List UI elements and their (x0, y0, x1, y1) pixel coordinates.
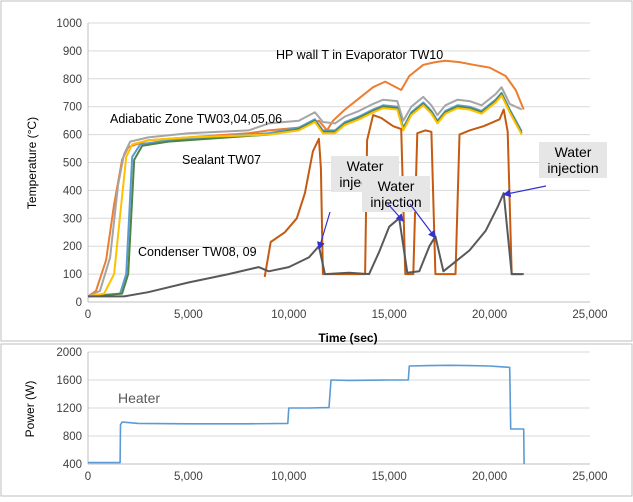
power-y-axis-label: Power (W) (23, 381, 37, 438)
water-injection-2-label: Water (378, 178, 415, 194)
temperature-x-axis-label: Time (sec) (318, 331, 377, 345)
top-y-tick-label: 800 (63, 74, 82, 86)
bot-y-tick-label: 800 (63, 431, 82, 443)
power-chart: 400 800 1200 1600 2000 0 5,000 10,000 15,000 20,… (23, 347, 608, 483)
top-x-tick-label: 5,000 (174, 309, 203, 321)
top-x-tick-label: 0 (85, 309, 91, 321)
bot-y-tick-label: 400 (63, 459, 82, 471)
water-injection-2-box (362, 176, 430, 212)
bot-x-tick-label: 5,000 (174, 471, 203, 483)
temperature-series-lines (87, 59, 525, 298)
top-y-tick-label: 900 (63, 46, 82, 58)
bot-x-tick-label: 15,000 (372, 471, 407, 483)
bot-y-tick-label: 1600 (56, 375, 82, 387)
power-heater-label: Heater (118, 390, 160, 406)
water-injection-1-arrow (317, 211, 331, 250)
bot-series-line-0 (88, 364, 525, 465)
bottom-panel-border (0, 343, 633, 497)
water-injection-3-box (539, 142, 607, 178)
temperature-y-ticks: 0 100 200 300 400 500 600 700 800 900 1000 (56, 18, 82, 309)
top-series-line-6 (88, 192, 524, 298)
power-series-lines (88, 364, 525, 465)
top-y-tick-label: 300 (63, 213, 82, 225)
top-y-tick-label: 700 (63, 102, 82, 114)
top-y-tick-label: 100 (63, 269, 82, 281)
top-series-line-3 (87, 93, 523, 298)
top-panel-border (0, 0, 633, 342)
water-injection-2-label-2: injection (370, 194, 421, 210)
top-y-tick-label: 0 (76, 297, 82, 309)
label-adiabatic-zone: Adiabatic Zone TW03,04,05,06 (110, 112, 282, 126)
power-x-ticks: 0 5,000 10,000 15,000 20,000 25,000 (85, 471, 608, 483)
bot-y-tick-label: 1200 (56, 403, 82, 415)
water-injection-1-label: Water (347, 158, 384, 174)
top-y-tick-label: 500 (63, 158, 82, 170)
temperature-y-axis-label: Temperature (°C) (25, 117, 39, 209)
top-y-tick-label: 1000 (56, 18, 82, 30)
top-x-tick-label: 15,000 (372, 309, 407, 321)
temperature-x-ticks: 0 5,000 10,000 15,000 20,000 25,000 (85, 309, 608, 321)
top-series-line-1 (87, 86, 523, 298)
water-injection-3-label: Water (555, 144, 592, 160)
top-y-tick-label: 400 (63, 185, 82, 197)
power-y-ticks: 400 800 1200 1600 2000 (56, 347, 82, 471)
water-injection-2-arrow (409, 203, 436, 239)
top-series-line-2 (87, 91, 523, 298)
water-injection-2-arrow (387, 203, 404, 222)
top-y-tick-label: 200 (63, 241, 82, 253)
bot-x-tick-label: 10,000 (271, 471, 306, 483)
top-x-tick-label: 20,000 (472, 309, 507, 321)
temperature-grid (87, 22, 590, 303)
top-series-line-4 (87, 94, 523, 298)
bot-y-tick-label: 2000 (56, 347, 82, 359)
water-injection-3-label-2: injection (547, 160, 598, 176)
bot-x-tick-label: 25,000 (572, 471, 607, 483)
bot-x-tick-label: 20,000 (472, 471, 507, 483)
top-x-tick-label: 25,000 (572, 309, 607, 321)
temperature-annotations: HP wall T in Evaporator TW10 Adiabatic Zo… (110, 48, 607, 259)
label-sealant: Sealant TW07 (182, 153, 261, 167)
label-condenser: Condenser TW08, 09 (138, 245, 257, 259)
temperature-chart: 0 100 200 300 400 500 600 700 800 900 1000 0 5,000 1… (25, 18, 608, 345)
water-injection-3-arrow (502, 185, 547, 198)
label-evaporator: HP wall T in Evaporator TW10 (276, 48, 443, 62)
top-y-tick-label: 600 (63, 130, 82, 142)
top-x-tick-label: 10,000 (271, 309, 306, 321)
bot-x-tick-label: 0 (85, 471, 91, 483)
